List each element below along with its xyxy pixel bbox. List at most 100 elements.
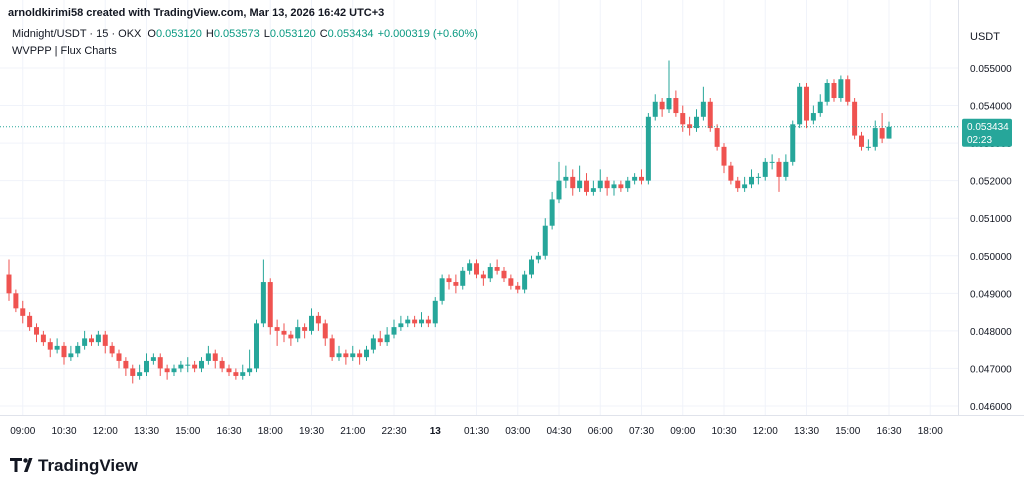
candle-body <box>852 101 858 136</box>
credit: arnoldkirimi58 created with TradingView.… <box>8 7 384 19</box>
x-tick-label: 09:00 <box>10 426 35 437</box>
candle-body <box>150 357 156 361</box>
grid <box>0 0 958 415</box>
x-tick-label: 18:00 <box>258 426 283 437</box>
x-tick-label: 04:30 <box>546 426 571 437</box>
x-tick-label: 13:30 <box>134 426 159 437</box>
candle-body <box>797 86 803 125</box>
candle-body <box>54 345 60 350</box>
candle-body <box>27 315 33 328</box>
legend-field-label: L <box>264 28 270 40</box>
candle-body <box>776 161 782 177</box>
axes: 0.046000 0.047000 0.048000 0.049000 0.050000… <box>10 64 1012 437</box>
candle-body <box>350 353 356 358</box>
legend: Midnight/USDT · 15 · OKX O0.053120 H0.0535… <box>12 28 478 40</box>
candle-body <box>824 83 830 102</box>
legend-field-value: 0.053120 <box>156 28 202 40</box>
indicator: WVPPP | Flux Charts <box>12 45 117 57</box>
candle-body <box>185 364 191 366</box>
legend-field-value: 0.053573 <box>214 28 260 40</box>
candle-body <box>604 180 610 189</box>
brand-logo <box>10 458 33 472</box>
candle-body <box>845 79 851 102</box>
candle-body <box>425 319 431 324</box>
candle-body <box>501 270 507 279</box>
x-tick-label: 13:30 <box>794 426 819 437</box>
candle-body <box>584 180 589 192</box>
candle-body <box>6 274 12 294</box>
candle-body <box>817 101 823 114</box>
candle-body <box>577 180 583 189</box>
countdown: 02:23 <box>967 135 992 146</box>
candle-body <box>652 101 658 117</box>
axis-unit: USDT <box>970 31 1000 43</box>
y-tick-label: 0.054000 <box>970 102 1012 113</box>
candle-body <box>47 342 53 350</box>
candle-body <box>611 184 617 189</box>
candle-body <box>659 101 665 110</box>
candle-body <box>212 353 218 361</box>
candle-body <box>494 267 500 271</box>
candle-body <box>618 184 624 189</box>
candle-body <box>178 364 184 369</box>
candle-body <box>89 338 94 343</box>
candle-body <box>645 116 651 181</box>
candle-body <box>281 330 287 335</box>
candle-body <box>247 368 253 373</box>
candle-body <box>226 368 232 373</box>
candle-body <box>749 176 754 185</box>
candle-body <box>515 285 521 290</box>
candle-body <box>82 338 88 346</box>
x-tick-label: 21:00 <box>340 426 365 437</box>
last-price-box <box>962 118 1012 147</box>
candle-body <box>164 368 170 373</box>
candle-body <box>666 98 672 110</box>
y-tick-label: 0.046000 <box>970 402 1012 413</box>
candle-body <box>288 334 294 339</box>
x-tick-label: 15:00 <box>835 426 860 437</box>
candle-body <box>680 113 686 125</box>
candle-body <box>137 372 143 376</box>
legend-change: +0.000319 (+0.60%) <box>378 28 478 40</box>
candle-body <box>75 345 81 354</box>
candle-body <box>377 338 383 343</box>
candle-body <box>721 146 727 166</box>
candle-body <box>742 184 748 189</box>
candle-body <box>549 199 555 226</box>
candle-body <box>838 79 844 99</box>
candle-body <box>769 161 775 163</box>
candle-body <box>859 135 864 147</box>
candle-body <box>384 334 390 343</box>
candle-body <box>61 345 67 358</box>
candle-body <box>274 327 280 331</box>
candle-body <box>130 368 136 376</box>
brand: TradingView <box>38 456 139 475</box>
candle-body <box>391 327 397 335</box>
candle-body <box>302 327 308 331</box>
candle-body <box>694 116 699 129</box>
x-tick-label: 18:00 <box>918 426 943 437</box>
candle-body <box>315 315 321 324</box>
candle-body <box>590 188 596 192</box>
candle-body <box>487 267 493 279</box>
candle-body <box>357 353 363 358</box>
candle-body <box>364 349 369 358</box>
candle-body <box>398 323 404 328</box>
candle-body <box>700 101 706 117</box>
candle-body <box>639 176 644 181</box>
candle-body <box>755 176 761 178</box>
candle-body <box>412 319 418 324</box>
candle-body <box>625 180 631 189</box>
candle-body <box>673 98 679 114</box>
candle-body <box>95 334 101 343</box>
candle-body <box>687 124 693 129</box>
candle-body <box>123 360 129 369</box>
candle-body <box>804 86 809 121</box>
legend-symbol: Midnight/USDT · 15 · OKX <box>12 28 142 40</box>
y-tick-label: 0.047000 <box>970 364 1012 375</box>
candle-body <box>199 360 204 369</box>
y-tick-label: 0.050000 <box>970 252 1012 263</box>
y-tick-label: 0.048000 <box>970 327 1012 338</box>
candle-body <box>144 360 149 373</box>
